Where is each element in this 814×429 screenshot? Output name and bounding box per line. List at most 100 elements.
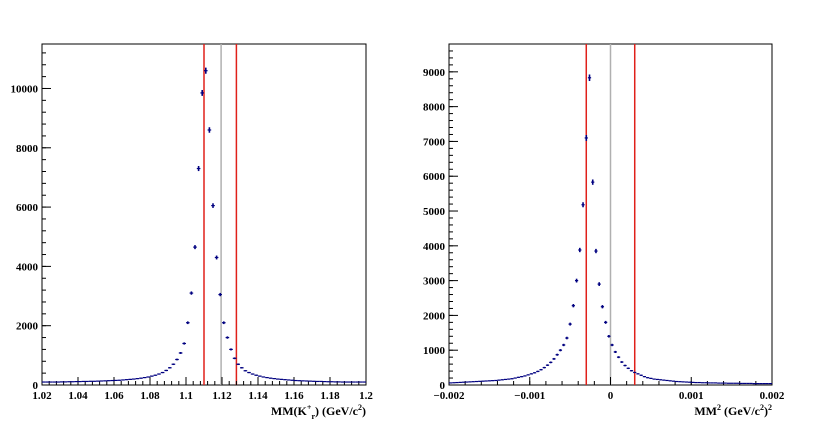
x-tick-label: 0.002 — [760, 390, 785, 402]
data-point — [81, 380, 86, 383]
data-point — [620, 361, 624, 363]
data-point — [532, 372, 537, 374]
data-point — [539, 368, 543, 371]
data-point — [497, 379, 501, 381]
data-point — [85, 380, 89, 383]
data-point — [250, 373, 255, 375]
data-point — [272, 378, 276, 380]
y-tick-label: 4000 — [16, 261, 39, 273]
x-tick-label: 1.08 — [140, 390, 160, 402]
data-point — [283, 379, 287, 381]
data-point — [642, 376, 647, 378]
data-point — [526, 374, 530, 376]
data-point — [276, 378, 280, 380]
data-point — [649, 377, 653, 379]
data-point — [478, 380, 482, 382]
data-point — [182, 342, 186, 345]
data-point — [344, 381, 348, 383]
data-point — [587, 74, 592, 82]
data-point — [150, 375, 154, 377]
data-point — [254, 374, 258, 376]
data-point — [717, 382, 721, 384]
data-point — [139, 377, 143, 379]
data-point — [494, 379, 498, 382]
data-point — [222, 321, 226, 325]
data-point — [562, 343, 566, 347]
data-point — [604, 320, 608, 324]
data-point — [571, 304, 575, 308]
data-point — [153, 374, 158, 376]
data-point — [207, 127, 212, 133]
data-point — [671, 380, 676, 382]
y-tick-label: 6000 — [16, 202, 39, 214]
data-point — [49, 381, 53, 383]
data-point — [565, 336, 569, 340]
data-point — [520, 376, 524, 378]
y-tick-label: 0 — [33, 380, 39, 392]
data-point — [157, 373, 161, 375]
data-point — [193, 245, 197, 250]
y-tick-label: 5000 — [423, 206, 446, 218]
data-point — [536, 370, 540, 373]
data-point — [700, 382, 705, 384]
data-point — [616, 356, 621, 359]
data-point — [42, 381, 46, 383]
x-axis-label: MM2 (GeV/c2)2 — [694, 403, 772, 418]
y-tick-label: 8000 — [423, 102, 446, 114]
data-point — [297, 380, 302, 382]
data-point — [337, 381, 341, 383]
x-axis-label: MM(K+r) (GeV/c2) — [271, 403, 366, 421]
data-point — [552, 357, 556, 360]
data-point — [110, 379, 114, 382]
data-point — [668, 380, 672, 382]
y-tick-label: 3000 — [423, 276, 446, 288]
right-plot: −0.002 −0.001 0 0.001 0.002 0 1000 2000 3000 4000… — [423, 43, 785, 418]
x-tick-label: 0.001 — [679, 390, 704, 402]
data-point — [597, 282, 601, 286]
data-point — [258, 375, 262, 377]
x-tick-label: 1.2 — [359, 390, 373, 402]
data-point — [452, 382, 456, 384]
data-point — [229, 348, 233, 351]
data-point — [132, 378, 136, 380]
data-point — [636, 373, 640, 375]
data-point — [503, 378, 508, 381]
data-point — [326, 381, 330, 383]
data-point — [629, 370, 634, 372]
data-point — [449, 382, 453, 384]
data-point — [286, 379, 291, 381]
y-tick-label: 0 — [440, 380, 446, 392]
data-point — [236, 363, 240, 366]
data-point — [610, 343, 614, 347]
data-point — [211, 203, 215, 208]
data-point — [268, 377, 273, 379]
y-tick-label: 4000 — [423, 241, 446, 253]
x-tick-label: 1.12 — [212, 390, 232, 402]
data-point — [96, 380, 100, 382]
data-point — [164, 369, 168, 372]
data-point — [584, 135, 588, 141]
y-tick-label: 7000 — [423, 136, 446, 148]
data-point — [330, 381, 334, 383]
data-point — [461, 381, 466, 383]
data-point — [458, 381, 462, 383]
y-tick-label: 2000 — [16, 321, 39, 333]
data-point — [308, 380, 312, 382]
data-point — [114, 379, 118, 382]
data-point — [243, 370, 248, 372]
data-point — [713, 382, 718, 384]
data-point — [697, 381, 701, 384]
data-point — [189, 291, 194, 295]
data-point — [200, 89, 204, 96]
data-point — [178, 352, 183, 354]
data-point — [218, 292, 222, 297]
data-point — [294, 379, 298, 382]
data-point — [88, 380, 93, 382]
data-point — [542, 366, 546, 369]
data-point — [52, 381, 57, 383]
data-point — [315, 380, 320, 383]
data-point — [555, 353, 559, 356]
data-point — [600, 305, 605, 309]
data-point — [261, 376, 266, 378]
data-point — [99, 380, 104, 382]
